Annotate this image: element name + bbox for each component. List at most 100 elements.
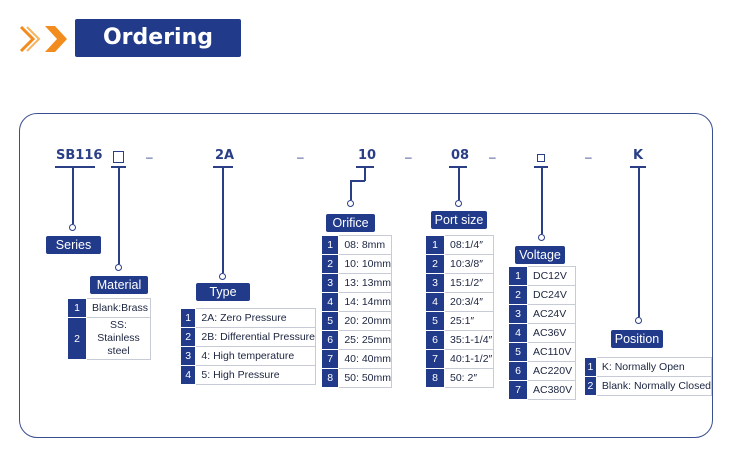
code-orifice: 10 [358, 148, 377, 163]
voltage-table: 1 DC12V 2 DC24V 3 AC24V 4 AC36V 5 AC110V 6 AC220V 7 A… [508, 266, 576, 400]
code-material-underline [111, 166, 126, 168]
row-number: 7 [508, 380, 528, 400]
row-number: 3 [179, 346, 197, 366]
row-number: 7 [320, 349, 340, 369]
row-value: DC12V [527, 266, 576, 286]
row-number: 2 [67, 317, 87, 360]
table-row: 4 14: 14mm [320, 292, 392, 312]
row-number: 5 [425, 311, 445, 331]
row-value: 2A: Zero Pressure [195, 308, 316, 328]
table-row: 3 13: 13mm [320, 273, 392, 293]
row-value: 08:1/4″ [444, 235, 494, 255]
row-value: 50: 2″ [444, 368, 494, 388]
row-number: 5 [320, 311, 340, 331]
table-row: 3 15:1/2″ [425, 273, 494, 293]
material-connector [118, 167, 120, 264]
row-number: 1 [320, 235, 340, 255]
type-label: Type [196, 283, 250, 301]
voltage-connector [541, 167, 543, 234]
orifice-connector [350, 180, 365, 182]
row-number: 6 [320, 330, 340, 350]
series-connector [72, 167, 74, 224]
port-size-label: Port size [431, 211, 487, 229]
table-row: 1 Blank:Brass [67, 298, 151, 318]
series-node [69, 224, 76, 231]
position-node [635, 317, 642, 324]
row-number: 2 [179, 327, 197, 347]
table-row: 7 40: 40mm [320, 349, 392, 369]
port-node [455, 200, 462, 207]
code-port-underline [449, 166, 467, 168]
table-row: 2 Blank: Normally Closed [584, 376, 713, 396]
table-row: 1 2A: Zero Pressure [179, 308, 316, 328]
table-row: 1 08:1/4″ [425, 235, 494, 255]
row-value: 40: 40mm [338, 349, 392, 369]
port-size-table: 1 08:1/4″ 2 10:3/8″ 3 15:1/2″ 4 20:3/4″ 5 25:1″ 6 3… [425, 235, 494, 388]
table-row: 2 10:3/8″ [425, 254, 494, 274]
row-number: 8 [425, 368, 445, 388]
table-row: 2 2B: Differential Pressure [179, 327, 316, 347]
row-number: 2 [425, 254, 445, 274]
code-position: K [633, 148, 644, 163]
orifice-label: Orifice [326, 214, 375, 232]
chevron-outline-icon [19, 26, 41, 52]
code-type-underline [213, 166, 233, 168]
series-label: Series [46, 236, 101, 254]
row-number: 6 [425, 330, 445, 350]
row-value: 40:1-1/2″ [444, 349, 494, 369]
material-label: Material [90, 276, 148, 294]
row-number: 1 [179, 308, 197, 328]
table-row: 1 K: Normally Open [584, 357, 713, 377]
row-value: 20: 20mm [338, 311, 392, 331]
table-row: 3 4: High temperature [179, 346, 316, 366]
table-row: 4 5: High Pressure [179, 365, 316, 385]
table-row: 5 20: 20mm [320, 311, 392, 331]
row-number: 2 [320, 254, 340, 274]
code-orifice-underline [356, 166, 374, 168]
row-number: 6 [508, 361, 528, 381]
voltage-node [538, 234, 545, 241]
row-number: 7 [425, 349, 445, 369]
row-value: AC380V [527, 380, 576, 400]
row-value: 5: High Pressure [195, 365, 316, 385]
code-voltage-box [537, 154, 545, 162]
type-node [219, 273, 226, 280]
table-row: 1 DC12V [508, 266, 576, 286]
row-value: K: Normally Open [595, 357, 713, 377]
table-row: 5 25:1″ [425, 311, 494, 331]
row-number: 4 [508, 323, 528, 343]
code-series: SB116 [56, 148, 103, 163]
table-row: 6 35:1-1/4″ [425, 330, 494, 350]
row-number: 1 [584, 357, 597, 377]
row-value: 25: 25mm [338, 330, 392, 350]
code-voltage-underline [534, 166, 548, 168]
row-number: 1 [508, 266, 528, 286]
table-row: 8 50: 50mm [320, 368, 392, 388]
orifice-connector [350, 180, 352, 200]
position-table: 1 K: Normally Open 2 Blank: Normally Closed [584, 357, 713, 396]
row-number: 1 [67, 298, 87, 318]
table-row: 2 SS: Stainless steel [67, 317, 151, 360]
row-value: Blank: Normally Closed [595, 376, 713, 396]
row-value: DC24V [527, 285, 576, 305]
separator-dash: – [405, 150, 412, 164]
separator-dash: – [146, 150, 153, 164]
row-number: 4 [425, 292, 445, 312]
code-material-box [113, 151, 124, 163]
table-row: 4 AC36V [508, 323, 576, 343]
type-connector [222, 167, 224, 273]
table-row: 7 40:1-1/2″ [425, 349, 494, 369]
row-value: AC24V [527, 304, 576, 324]
table-row: 4 20:3/4″ [425, 292, 494, 312]
voltage-label: Voltage [515, 246, 565, 264]
row-number: 3 [425, 273, 445, 293]
row-value: 14: 14mm [338, 292, 392, 312]
ordering-code-panel [19, 113, 713, 438]
orifice-node [347, 200, 354, 207]
orifice-table: 1 08: 8mm 2 10: 10mm 3 13: 13mm 4 14: 14mm 5 20: … [320, 235, 392, 388]
separator-dash: – [489, 150, 496, 164]
table-row: 5 AC110V [508, 342, 576, 362]
code-position-underline [630, 166, 646, 168]
table-row: 3 AC24V [508, 304, 576, 324]
position-connector [638, 167, 640, 317]
